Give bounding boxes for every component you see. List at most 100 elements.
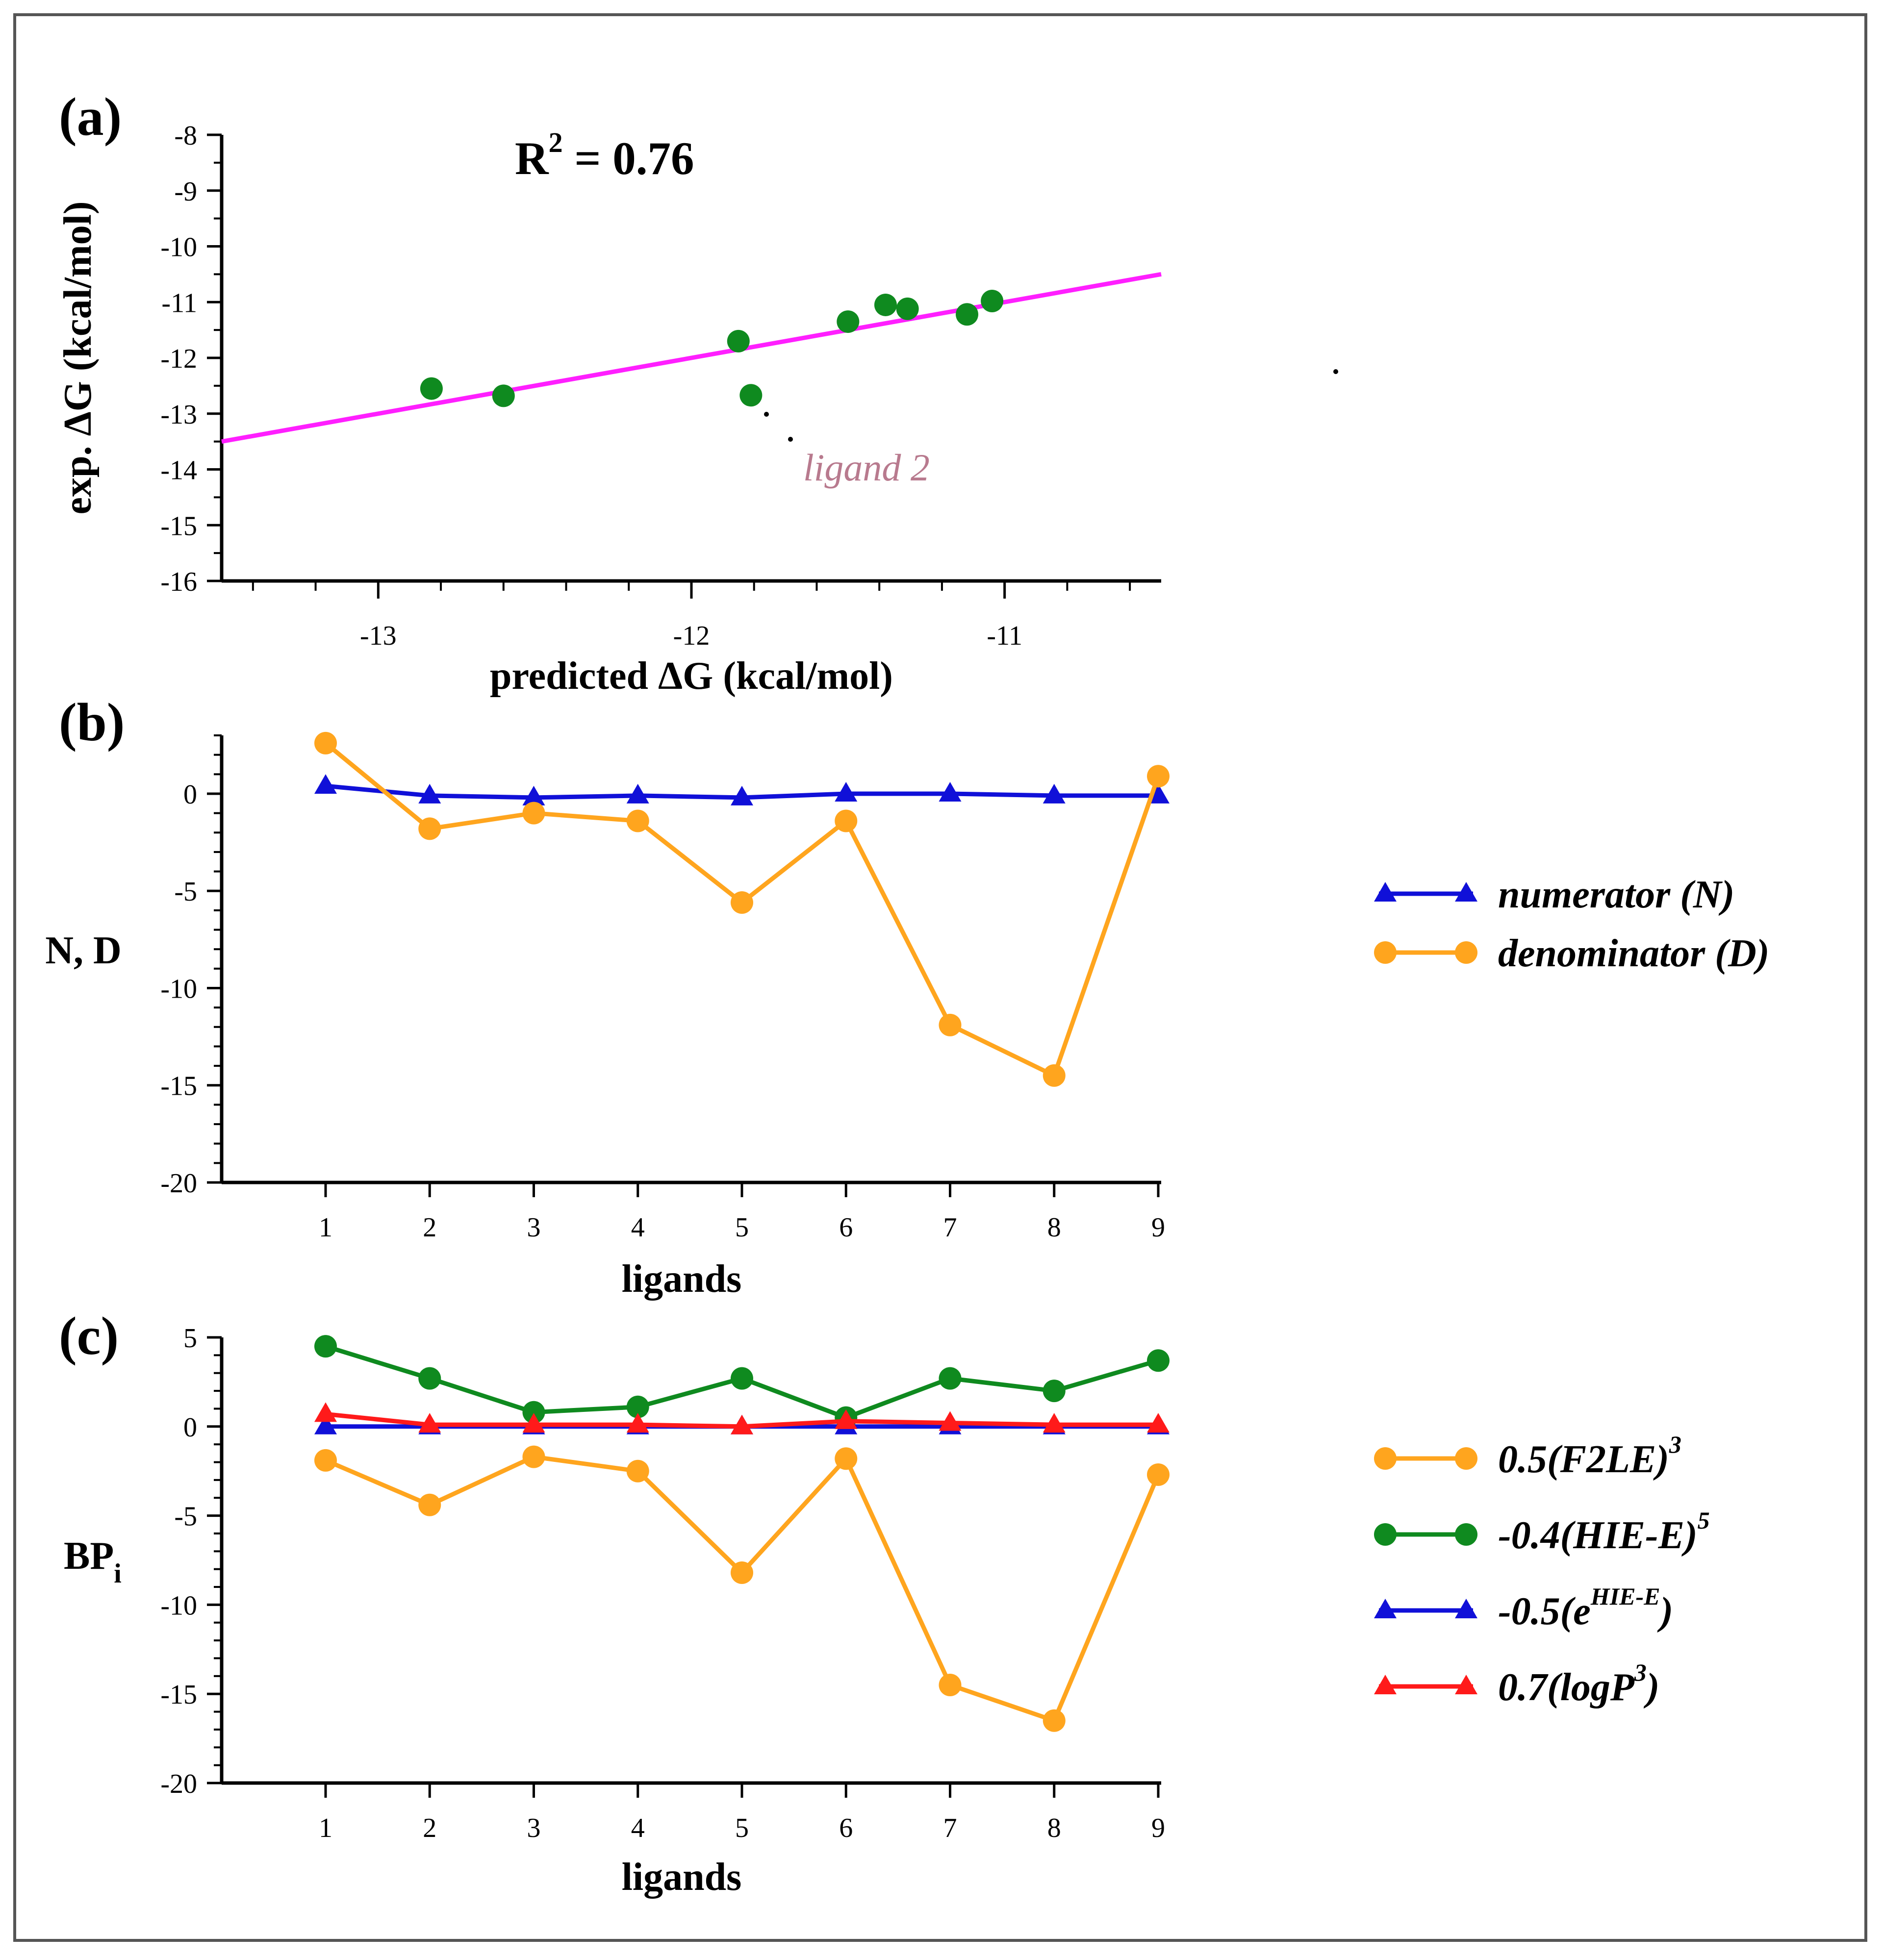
x-tick-label: 4 [631, 1212, 645, 1243]
legend-item: numerator (N) [1374, 873, 1734, 916]
series-0-7-logp [314, 1402, 1170, 1434]
y-tick-label: -13 [160, 400, 197, 430]
y-tick-label: -16 [160, 567, 197, 597]
panel-c-legend: 0.5(F2LE)3 -0.4(HIE-E)5 -0.5(eHIE-E) 0.7(lo… [1374, 1431, 1710, 1709]
data-point [492, 384, 515, 407]
legend-label: -0.4(HIE-E)5 [1498, 1507, 1710, 1557]
data-point [522, 1445, 545, 1468]
data-point [731, 891, 753, 914]
ligand-2-callout: ligand 2 [803, 446, 930, 489]
legend-marker [1455, 1523, 1477, 1546]
panel-a-x-axis-label: predicted ΔG (kcal/mol) [490, 654, 893, 698]
data-point [314, 1449, 337, 1472]
y-tick-label: -20 [160, 1769, 197, 1799]
y-tick-label: 0 [183, 779, 197, 810]
x-tick-label: 6 [839, 1212, 853, 1243]
legend-item: -0.5(eHIE-E) [1374, 1583, 1673, 1633]
data-point [727, 329, 750, 352]
x-tick-label: -11 [987, 621, 1022, 651]
panel-b-legend: numerator (N) denominator (D) [1374, 873, 1769, 975]
legend-marker [1455, 1675, 1477, 1694]
legend-label: 0.5(F2LE)3 [1498, 1431, 1681, 1481]
y-tick-label: -12 [160, 344, 197, 374]
data-point [626, 1459, 649, 1483]
x-tick-label: 5 [735, 1212, 749, 1243]
x-tick-label: 5 [735, 1813, 749, 1843]
series-denominator-d [314, 731, 1170, 1087]
data-point [314, 1414, 337, 1434]
y-tick-label: -11 [161, 288, 197, 318]
x-tick-label: 8 [1047, 1813, 1061, 1843]
panel-c-x-axis-label: ligands [622, 1856, 742, 1899]
data-point [837, 310, 860, 333]
y-tick-label: -8 [174, 121, 197, 151]
data-point [731, 1561, 753, 1584]
data-point [1147, 765, 1170, 788]
data-point [1043, 783, 1066, 804]
data-point [956, 303, 979, 326]
leader-dot [788, 437, 793, 442]
y-tick-label: -20 [160, 1168, 197, 1199]
data-point [522, 802, 545, 825]
data-point [418, 783, 441, 804]
x-tick-label: 4 [631, 1813, 645, 1843]
x-tick-label: 7 [943, 1813, 957, 1843]
legend-marker [1455, 941, 1477, 964]
data-point [1043, 1380, 1066, 1403]
x-tick-label: -13 [360, 621, 397, 651]
legend-label: -0.5(eHIE-E) [1498, 1583, 1673, 1633]
data-point [939, 1367, 962, 1390]
data-point [522, 1401, 545, 1424]
data-point [981, 289, 1004, 312]
data-point [1043, 1064, 1066, 1087]
y-tick-label: -10 [160, 974, 197, 1004]
x-tick-label: 9 [1151, 1813, 1165, 1843]
panel-c-label: (c) [59, 1306, 119, 1366]
series-0-5-f2le [314, 1445, 1170, 1732]
legend-marker [1374, 941, 1397, 964]
legend-marker [1374, 1599, 1397, 1618]
y-tick-label: -15 [160, 1680, 197, 1710]
data-point [420, 377, 443, 400]
data-point [835, 1409, 858, 1429]
y-tick-label: 5 [183, 1323, 197, 1354]
series-0-4-hie-e [314, 1335, 1170, 1429]
x-tick-label: 7 [943, 1212, 957, 1243]
data-point [731, 1414, 753, 1434]
legend-item: -0.4(HIE-E)5 [1374, 1507, 1710, 1557]
x-tick-label: 9 [1151, 1212, 1165, 1243]
x-tick-label: 3 [527, 1212, 541, 1243]
x-tick-label: 8 [1047, 1212, 1061, 1243]
data-point [1043, 1413, 1066, 1433]
x-tick-label: 6 [839, 1813, 853, 1843]
data-point [739, 384, 763, 407]
data-point [314, 1335, 337, 1358]
legend-label: 0.7(logP3) [1498, 1658, 1659, 1709]
data-point [522, 1413, 545, 1433]
leader-dot [764, 412, 769, 417]
legend-marker [1374, 1447, 1397, 1470]
stray-dot [1333, 369, 1338, 374]
data-point [731, 1367, 753, 1390]
data-point [835, 781, 858, 802]
legend-item: denominator (D) [1374, 932, 1769, 975]
y-tick-label: 0 [183, 1412, 197, 1443]
figure-frame [13, 13, 1867, 1942]
legend-item: 0.5(F2LE)3 [1374, 1431, 1681, 1481]
data-point [626, 809, 649, 832]
panel-a-scatter: (a) R2 = 0.76 -8-9-10-11-12-13-14-15-16 … [56, 87, 1338, 698]
data-point [1147, 1349, 1170, 1372]
x-tick-label: -12 [673, 621, 710, 651]
data-point [1147, 1413, 1170, 1433]
data-point [939, 1674, 962, 1697]
legend-marker [1374, 1675, 1397, 1694]
y-tick-label: -5 [174, 1502, 197, 1532]
data-point [731, 785, 753, 805]
data-point [874, 293, 897, 316]
legend-label: denominator (D) [1498, 932, 1769, 975]
data-point [522, 785, 545, 805]
y-tick-label: -15 [160, 1071, 197, 1102]
data-point [418, 1413, 441, 1433]
